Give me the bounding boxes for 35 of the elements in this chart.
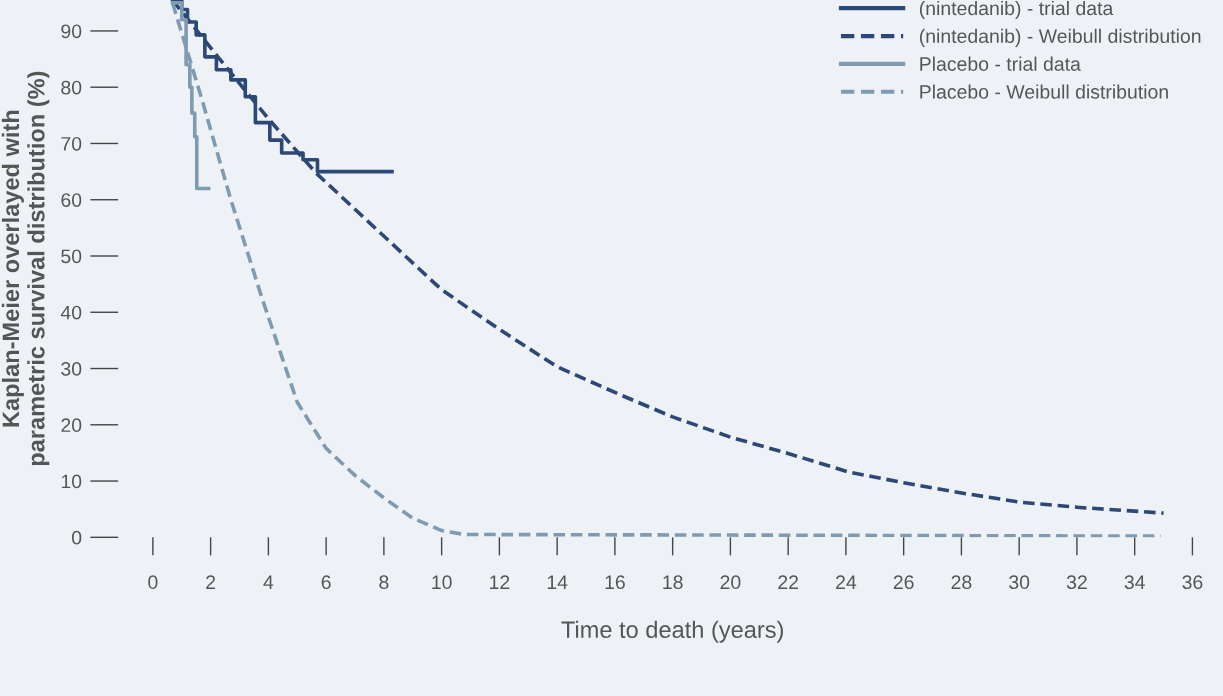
legend-label: Placebo - trial data [920,56,1081,71]
x-tick-label: 14 [547,575,568,589]
y-tick-label: 70 [61,136,82,151]
x-axis-title: Time to death (years) [561,620,783,643]
x-tick-label: 6 [321,575,331,590]
y-tick-label: 60 [61,193,82,207]
x-tick-label: 36 [1182,575,1203,590]
y-tick-label: 80 [61,80,82,95]
x-tick-label: 28 [951,575,972,590]
y-tick-label: 20 [61,418,82,433]
x-tick-label: 10 [432,575,452,590]
x-tick-label: 24 [836,575,857,589]
x-tick-label: 12 [490,575,510,589]
x-tick-label: 8 [379,575,389,590]
x-tick-label: 30 [1009,575,1030,590]
y-tick-label: 0 [71,530,82,545]
y-tick-label: 90 [61,24,82,39]
x-tick-label: 22 [778,575,798,589]
x-tick-label: 26 [893,575,914,590]
x-tick-label: 18 [663,575,683,590]
x-tick-label: 0 [148,575,158,590]
x-tick-label: 2 [206,575,216,589]
x-tick-label: 32 [1066,575,1087,590]
x-tick-label: 34 [1124,575,1145,590]
legend-label: Placebo - Weibull distribution [920,84,1168,99]
y-tick-label: 10 [61,474,82,489]
y-axis-title: Kaplan-Meier overlayed with parametric survival distribution (%) [1,71,50,466]
x-tick-label: 4 [263,575,274,589]
x-tick-label: 16 [605,575,625,590]
x-tick-label: 20 [720,575,741,590]
y-tick-label: 30 [61,361,82,376]
legend-label: (nintedanib) - trial data [919,0,1114,20]
y-tick-label: 40 [60,305,82,320]
y-tick-label: 50 [61,249,82,264]
legend-label: (nintedanib) - Weibull distribution [919,28,1201,47]
